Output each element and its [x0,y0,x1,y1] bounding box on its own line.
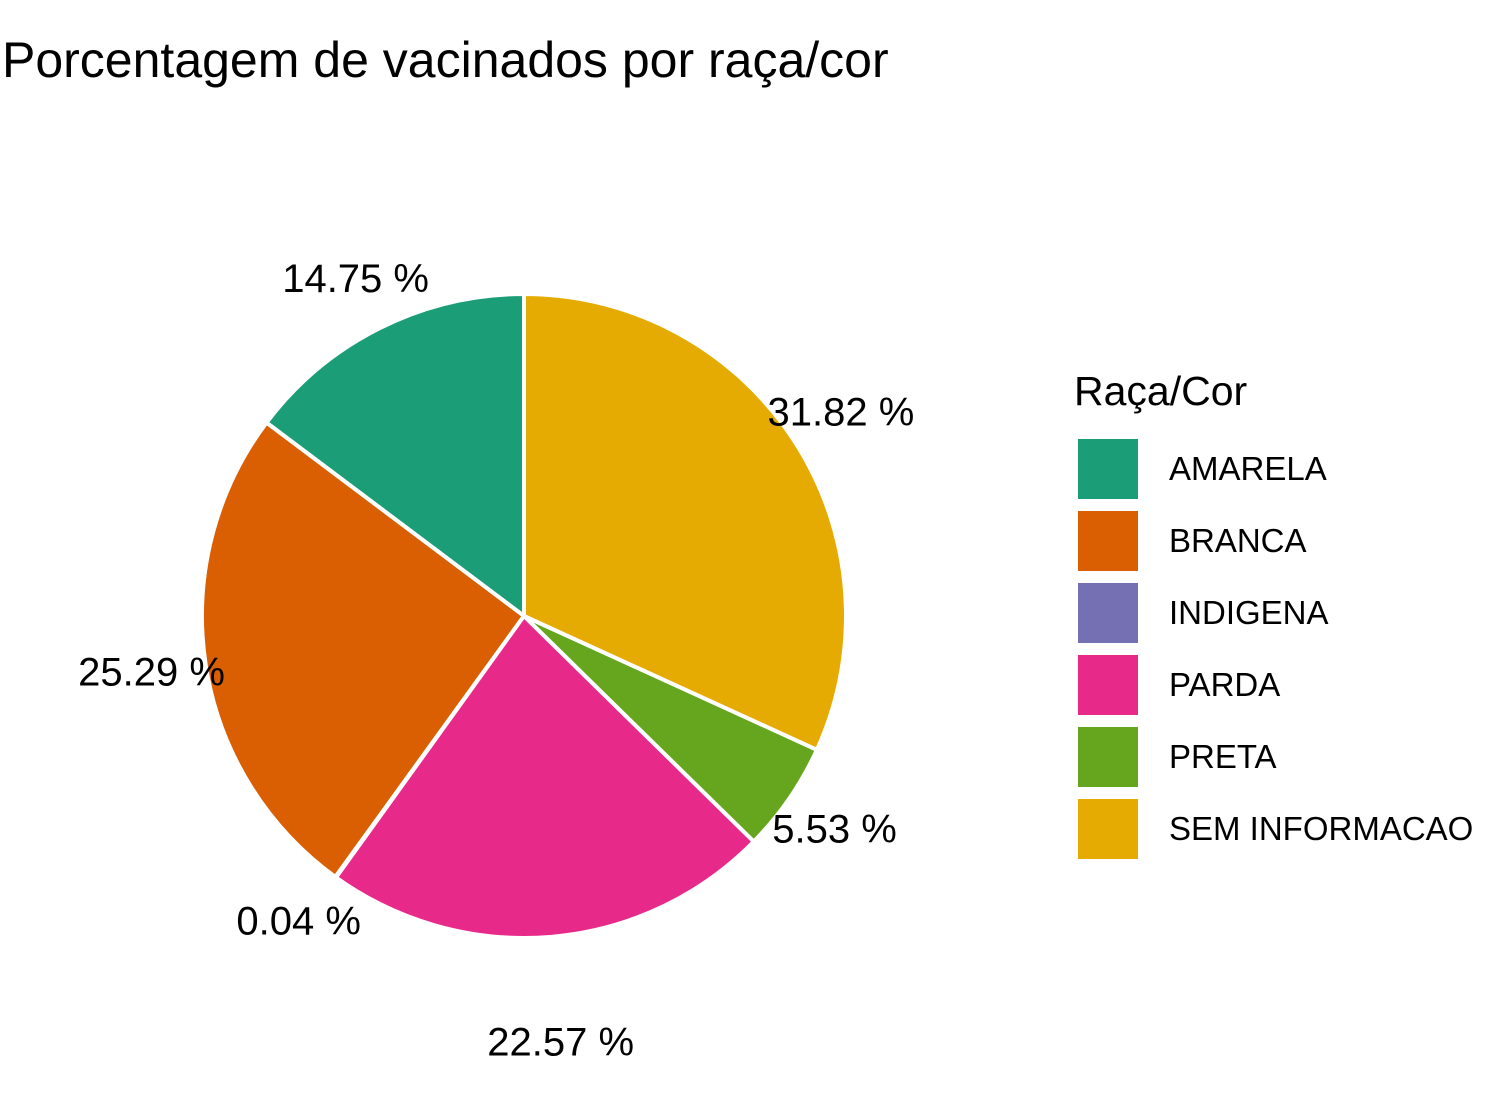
legend-item: SEM INFORMACAO [1074,793,1473,865]
legend-key [1078,727,1138,787]
legend-key [1078,799,1138,859]
legend-item: AMARELA [1074,433,1473,505]
slice-label-amarela: 14.75 % [282,257,429,301]
slice-label-indigena: 0.04 % [236,900,361,944]
legend-label: SEM INFORMACAO [1169,810,1474,847]
chart-title: Porcentagem de vacinados por raça/cor [2,32,889,88]
legend-key [1078,583,1138,643]
pie-slice-branca [200,420,526,879]
legend-label: BRANCA [1169,522,1307,559]
slice-label-parda: 22.57 % [487,1021,634,1065]
pie-slices [200,292,848,940]
pie-labels: 14.75 % 25.29 % 0.04 % 22.57 % 5.53 % 31.82 % [78,257,914,1065]
slice-label-branca: 25.29 % [78,651,225,695]
legend: Raça/Cor AMARELA BRANCA INDIGENA PARDA PRETA… [1074,366,1473,865]
pie-slice-amarela [264,292,526,618]
legend-label: AMARELA [1169,450,1327,487]
legend-label: PARDA [1169,666,1281,703]
pie-slice-sem-informacao [522,292,848,752]
legend-label: PRETA [1169,738,1277,775]
legend-key [1078,511,1138,571]
slice-label-preta: 5.53 % [772,807,897,851]
legend-item: BRANCA [1074,505,1473,577]
pie-slice-parda [334,614,756,940]
legend-key [1078,439,1138,499]
legend-title: Raça/Cor [1074,368,1248,414]
legend-key [1078,655,1138,715]
legend-label: INDIGENA [1169,594,1329,631]
slice-label-sem-informacao: 31.82 % [768,390,915,434]
legend-items: AMARELA BRANCA INDIGENA PARDA PRETA SEM INFOR… [1074,433,1473,865]
legend-item: INDIGENA [1074,577,1473,649]
legend-item: PARDA [1074,649,1473,721]
legend-item: PRETA [1074,721,1473,793]
